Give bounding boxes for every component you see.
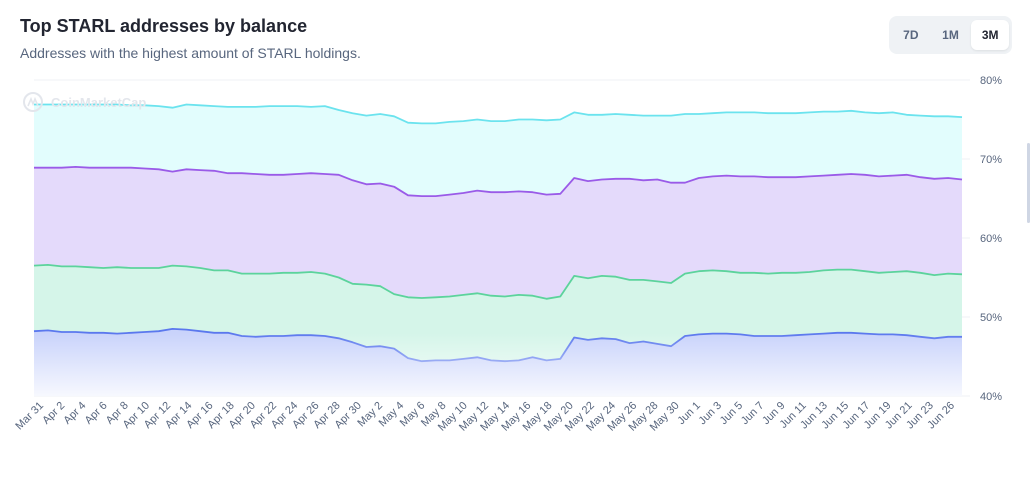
x-tick-label: Jun 5 — [718, 400, 746, 428]
coinmarketcap-watermark: CoinMarketCap — [23, 92, 146, 112]
chart-subtitle: Addresses with the highest amount of STA… — [20, 45, 361, 61]
bottom-fade — [34, 80, 962, 396]
x-tick-label: Apr 4 — [61, 400, 88, 427]
coinmarketcap-logo-mark — [27, 96, 39, 107]
coinmarketcap-logo-icon — [23, 92, 43, 112]
time-range-tabs: 7D 1M 3M — [889, 16, 1012, 54]
watermark-text: CoinMarketCap — [51, 95, 146, 110]
y-tick-label: 70% — [980, 154, 1002, 166]
range-tab-1m[interactable]: 1M — [942, 28, 959, 42]
scrollbar-thumb[interactable] — [1027, 143, 1030, 223]
y-tick-label: 50% — [980, 312, 1002, 324]
x-tick-label: Apr 6 — [83, 400, 110, 427]
range-tab-3m[interactable]: 3M — [971, 20, 1010, 50]
x-tick-label: Jun 3 — [697, 400, 725, 428]
chart-title: Top STARL addresses by balance — [20, 16, 308, 36]
y-axis-ticks: 80% 70% 60% 50% 40% — [980, 75, 1002, 403]
x-tick-label: Jun 7 — [739, 400, 767, 428]
y-tick-label: 60% — [980, 233, 1002, 245]
y-tick-label: 40% — [980, 391, 1002, 403]
range-tab-7d[interactable]: 7D — [903, 28, 919, 42]
x-tick-label: Apr 2 — [40, 400, 67, 427]
x-tick-label: Jun 1 — [675, 400, 703, 428]
y-tick-label: 80% — [980, 75, 1002, 87]
